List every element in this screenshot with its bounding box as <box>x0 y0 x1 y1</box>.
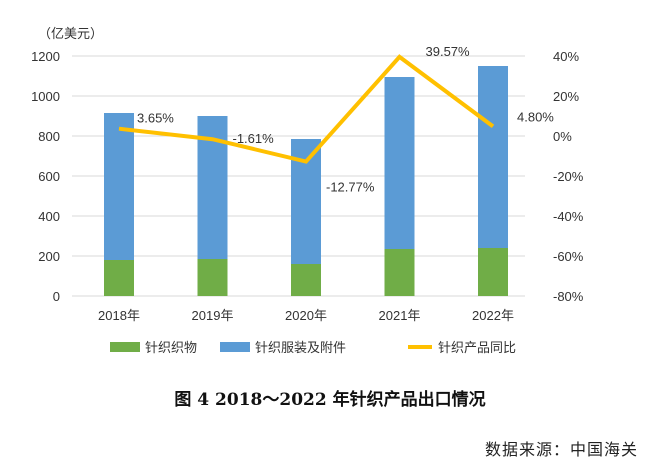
bar-knitted-fabric <box>104 260 134 296</box>
y-tick-label: 800 <box>38 129 60 144</box>
x-tick-label: 2022年 <box>472 308 514 323</box>
y-tick-label: 0 <box>53 289 60 304</box>
y2-tick-label: 20% <box>553 89 579 104</box>
data-label: 3.65% <box>137 111 174 126</box>
data-label: -1.61% <box>233 131 275 146</box>
bar-knitted-fabric <box>291 264 321 296</box>
bar-knitted-garment <box>478 66 508 248</box>
y-tick-label: 400 <box>38 209 60 224</box>
y-tick-label: 600 <box>38 169 60 184</box>
chart: （亿美元） 0 200 400 600 800 1000 1200 -80% -60% -40% -2… <box>31 26 584 355</box>
y-tick-label: 200 <box>38 249 60 264</box>
data-label: 39.57% <box>426 44 471 59</box>
y2-tick-label: -20% <box>553 169 584 184</box>
data-label: -12.77% <box>326 180 375 195</box>
legend-swatch <box>110 342 140 352</box>
bar-knitted-garment <box>384 77 415 249</box>
y2-tick-label: 40% <box>553 49 579 64</box>
y2-tick-label: -60% <box>553 249 584 264</box>
legend-label: 针织织物 <box>145 340 197 355</box>
chart-title: 图 4 2018～2022 年针织产品出口情况 <box>174 390 486 410</box>
data-source: 数据来源：中国海关 <box>484 440 638 459</box>
yoy-line <box>118 54 495 164</box>
y2-tick-label: -80% <box>553 289 584 304</box>
bar-knitted-fabric <box>478 248 508 296</box>
x-tick-label: 2020年 <box>285 308 327 323</box>
data-label: 4.80% <box>517 109 554 124</box>
legend-label: 针织服装及附件 <box>255 340 346 355</box>
x-tick-label: 2018年 <box>98 308 140 323</box>
bar-knitted-garment <box>104 113 134 260</box>
legend-swatch <box>220 342 250 352</box>
x-tick-label: 2021年 <box>379 308 421 323</box>
x-tick-label: 2019年 <box>192 308 234 323</box>
bar-knitted-fabric <box>197 259 228 296</box>
bar-knitted-fabric <box>384 249 415 296</box>
legend-label: 针织产品同比 <box>438 340 516 355</box>
y-tick-label: 1200 <box>31 49 60 64</box>
unit-label: （亿美元） <box>38 26 103 41</box>
y-tick-label: 1000 <box>31 89 60 104</box>
y2-tick-label: -40% <box>553 209 584 224</box>
y2-tick-label: 0% <box>553 129 572 144</box>
